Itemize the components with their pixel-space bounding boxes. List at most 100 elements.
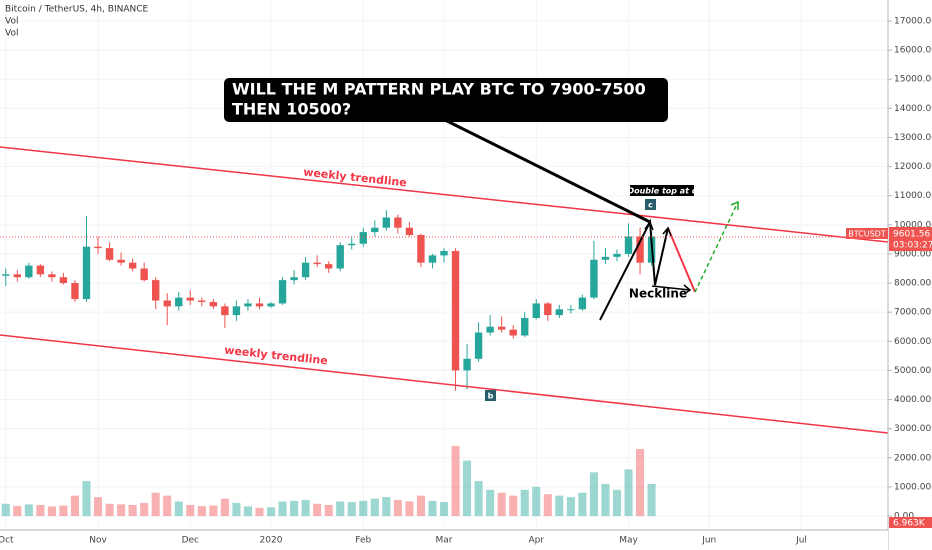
candle-body: [244, 303, 252, 307]
last-price-box: [889, 227, 932, 251]
volume-bar: [336, 501, 345, 517]
candle-body: [521, 318, 529, 336]
y-tick-label: 15000.00: [894, 75, 932, 85]
volume-bar: [555, 495, 564, 517]
volume-bar: [532, 486, 541, 517]
volume-bar: [36, 504, 45, 517]
volume-layer: [1, 446, 656, 517]
double-top-label: Double top at c: [627, 187, 696, 196]
last-price-label: 9601.56: [893, 230, 930, 240]
volume-bar: [509, 495, 518, 517]
x-tick-label: Jun: [701, 536, 716, 546]
candle-body: [301, 262, 310, 278]
volume-bar: [255, 507, 264, 517]
candle-body: [474, 332, 483, 359]
y-tick-label: 2000.00: [894, 453, 931, 463]
label-box: [630, 185, 694, 196]
callout-text: WILL THE M PATTERN PLAY BTC TO 7900-7500: [232, 80, 646, 99]
candle-body: [382, 217, 391, 228]
candle-body: [175, 297, 183, 307]
label-box: [645, 199, 656, 210]
candle-body: [221, 306, 229, 316]
volume-bar: [428, 500, 437, 517]
candle-body: [186, 297, 194, 301]
point-label: b: [488, 392, 494, 401]
y-tick-label: 0.00: [894, 512, 914, 522]
volume-label: 6.963K: [893, 519, 926, 529]
volume-bar: [566, 497, 575, 517]
candle-body: [255, 303, 264, 307]
candle-body: [451, 251, 460, 371]
arrow-head: [683, 284, 692, 295]
volume-bar: [266, 507, 276, 517]
price-axis: [888, 0, 932, 550]
neckline-label: Neckline: [629, 287, 687, 301]
volume-bar: [232, 502, 241, 517]
candle-body: [497, 326, 506, 330]
y-tick-label: 13000.00: [894, 133, 932, 143]
volume-bar: [209, 505, 218, 517]
candle-body: [2, 274, 10, 276]
volume-bar: [301, 500, 310, 517]
volume-bar: [324, 504, 333, 517]
volume-bar: [474, 481, 483, 517]
x-tick-label: Feb: [355, 536, 371, 546]
candle-body: [163, 300, 171, 307]
y-tick-label: 9000.00: [894, 249, 931, 259]
candle-body: [105, 248, 114, 260]
volume-bar: [174, 501, 183, 517]
y-tick-label: 8000.00: [894, 279, 931, 289]
volume-bar: [636, 449, 645, 517]
x-tick-label: Oct: [0, 536, 14, 546]
lower-trendline: [0, 334, 889, 434]
indicator-label: Vol: [5, 29, 18, 39]
y-tick-label: 16000.00: [894, 46, 932, 56]
candle-body: [394, 217, 402, 228]
candle-body: [128, 262, 137, 269]
candle-body: [359, 232, 367, 244]
candle-body: [624, 236, 633, 254]
volume-bar: [186, 504, 195, 517]
volume-bar: [601, 483, 610, 517]
volume-bar: [151, 492, 160, 517]
volume-bar: [612, 489, 622, 517]
volume-bar: [439, 502, 449, 517]
candle-body: [428, 255, 437, 263]
candle-body: [82, 246, 91, 300]
candle-body: [151, 280, 160, 301]
candle-body: [544, 303, 552, 316]
candle-body: [117, 259, 125, 263]
arrow-head: [662, 226, 672, 237]
volume-bar: [24, 504, 33, 517]
candle-body: [590, 259, 598, 298]
volume-bar: [70, 495, 79, 517]
candle-body: [313, 262, 321, 265]
volume-bar: [578, 492, 587, 517]
candle-body: [348, 243, 356, 246]
candle-body: [94, 246, 102, 249]
arrow-head: [730, 200, 739, 210]
y-tick-label: 7000.00: [894, 308, 931, 318]
volume-bar: [589, 472, 598, 517]
y-tick-label: 10000.00: [894, 220, 932, 230]
x-tick-label: Dec: [182, 536, 199, 546]
volume-bar: [128, 504, 137, 517]
volume-bar: [382, 497, 391, 517]
y-tick-label: 3000.00: [894, 424, 931, 434]
y-tick-label: 6000.00: [894, 337, 931, 347]
candle-body: [267, 303, 275, 307]
label-box: [485, 390, 496, 401]
candle-body: [371, 227, 379, 233]
candle-body: [140, 268, 148, 281]
countdown: 03:03:27: [893, 241, 932, 251]
x-tick-label: Apr: [528, 536, 544, 546]
volume-bar: [486, 489, 495, 517]
candle-body: [463, 358, 471, 371]
candle-body: [36, 265, 45, 275]
candle-body: [636, 236, 644, 263]
x-tick-label: May: [619, 536, 638, 546]
volume-bar: [59, 505, 68, 517]
volume-bar: [405, 501, 414, 517]
indicator-label: Vol: [5, 17, 18, 27]
volume-bar: [520, 489, 529, 517]
